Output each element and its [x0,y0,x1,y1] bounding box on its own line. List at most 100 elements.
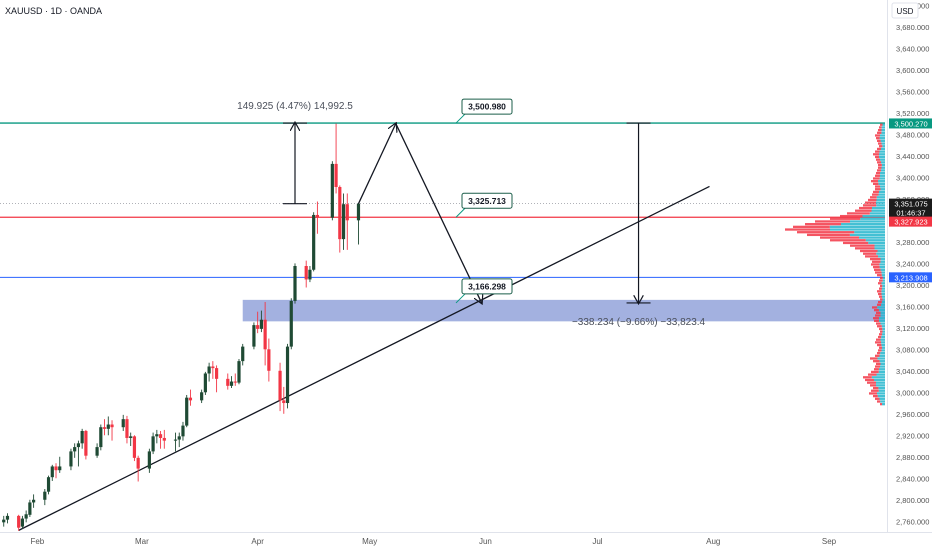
candle-body[interactable] [237,361,241,383]
volume-profile-bar-up [874,247,885,250]
volume-profile-bar-down [876,338,881,341]
volume-profile-bar-up [880,314,885,317]
trendline[interactable] [18,185,710,531]
candle-body[interactable] [32,499,36,503]
volume-profile-bar-up [877,357,885,360]
candle-body[interactable] [132,436,137,458]
candle-body[interactable] [263,319,267,350]
candle-body[interactable] [289,300,293,347]
candle-body[interactable] [214,368,219,379]
volume-profile-bar-up [882,284,885,288]
candle-body[interactable] [356,203,361,221]
candle-body[interactable] [54,466,58,471]
candle-body[interactable] [256,325,260,329]
volume-profile-bar-down [872,193,879,196]
candle-body[interactable] [158,434,163,438]
candle-body[interactable] [110,424,114,428]
candle-body[interactable] [304,266,308,280]
symbol-title[interactable]: XAUUSD · 1D · OANDA [5,6,102,16]
volume-profile-bar-up [882,287,885,290]
candle-body[interactable] [185,397,189,426]
volume-profile-bar-down [873,177,880,180]
price-badge [889,216,932,227]
candle-body[interactable] [147,451,151,469]
candle-body[interactable] [181,425,185,437]
volume-profile-bar-up [880,362,885,366]
candle-body[interactable] [241,346,245,362]
candle-body[interactable] [50,466,54,478]
candle-body[interactable] [308,269,312,280]
candle-body[interactable] [151,436,155,452]
candle-body[interactable] [20,518,25,527]
candle-body[interactable] [43,491,47,500]
candle-body[interactable] [162,437,166,441]
candle-body[interactable] [17,515,21,528]
candle-body[interactable] [129,436,133,438]
candle-body[interactable] [80,430,84,444]
candle-body[interactable] [46,477,51,492]
currency-button[interactable] [891,2,919,19]
candle-body[interactable] [259,319,263,329]
volume-profile-bar-up [879,155,885,159]
candle-body[interactable] [73,447,77,452]
candle-body[interactable] [136,457,140,469]
candle-body[interactable] [278,370,282,401]
candle-body[interactable] [252,325,256,347]
candle-body[interactable] [338,187,342,240]
volume-profile-bar-up [881,169,885,172]
projection-arrow[interactable] [357,124,395,204]
candle-body[interactable] [106,424,110,429]
candle-body[interactable] [2,519,6,523]
y-tick-label: 3,000.000 [896,388,929,397]
volume-profile-bar-up [881,341,885,344]
projection-arrow[interactable] [395,123,482,303]
candle-body[interactable] [173,439,178,441]
candle-body[interactable] [84,430,88,456]
candle-body[interactable] [315,214,320,218]
candle-body[interactable] [341,204,346,240]
level-callout-box[interactable] [461,192,513,209]
candle-body[interactable] [233,381,237,383]
candle-body[interactable] [282,400,286,404]
candle-body[interactable] [312,214,316,270]
candle-body[interactable] [334,163,338,188]
volume-profile-bar-up [878,308,885,312]
candle-body[interactable] [207,366,211,374]
level-callout-box[interactable] [461,98,513,115]
candle-body[interactable] [345,204,349,221]
candle-body[interactable] [293,266,297,301]
candle-body[interactable] [5,515,10,520]
candle-body[interactable] [95,447,99,456]
candle-body[interactable] [121,419,125,428]
support-zone[interactable] [242,299,886,322]
volume-profile-bar-down [785,228,830,231]
candle-body[interactable] [24,514,28,519]
candle-body[interactable] [99,427,103,448]
candle-body[interactable] [69,451,73,467]
candle-body[interactable] [177,436,181,440]
candle-body[interactable] [58,466,62,471]
candle-body[interactable] [28,502,32,515]
volume-profile-bar-down [843,241,869,245]
candle-body[interactable] [330,163,334,218]
candle-body[interactable] [285,346,290,404]
candle-body[interactable] [229,381,234,386]
candle-body[interactable] [76,443,81,448]
candle-body[interactable] [203,373,207,393]
candle-body[interactable] [211,366,215,369]
candle-body[interactable] [226,378,230,386]
candle-body[interactable] [155,434,159,437]
candle-body[interactable] [125,419,129,438]
x-tick-label: May [362,537,377,546]
candle-body[interactable] [267,349,271,371]
candle-body[interactable] [102,427,107,429]
volume-profile-bar-down [879,333,882,336]
candle-body[interactable] [200,392,204,401]
volume-profile-bar-up [880,139,885,143]
currency-label[interactable]: USD [897,7,914,16]
candle-body[interactable] [188,397,193,401]
level-callout-box[interactable] [461,278,513,295]
volume-profile-bar-up [878,368,885,371]
